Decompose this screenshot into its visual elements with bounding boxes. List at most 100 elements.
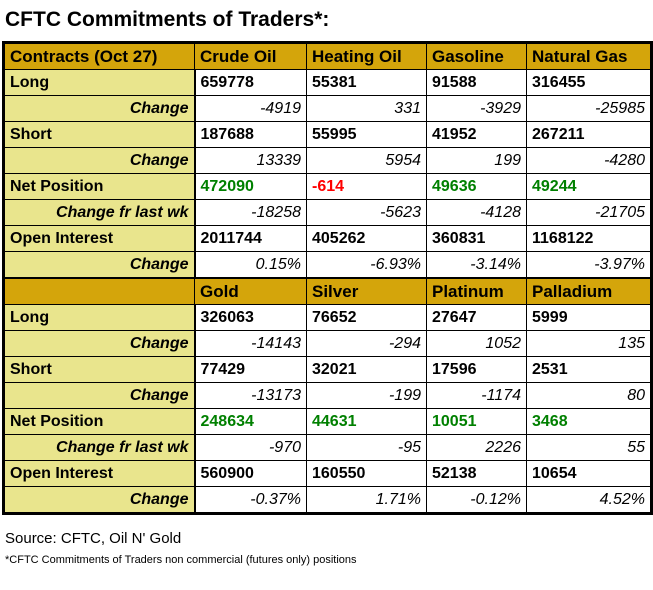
column-header-cell: Platinum	[426, 277, 527, 305]
data-cell: 5999	[526, 304, 652, 331]
row-label-cell: Change	[3, 95, 196, 122]
data-cell: -3.97%	[526, 251, 652, 279]
data-cell: -614	[306, 173, 427, 200]
data-cell: -5623	[306, 199, 427, 226]
data-cell: 405262	[306, 225, 427, 252]
table-row: Long 659778 55381 91588 316455	[3, 69, 652, 96]
data-cell: 472090	[194, 173, 307, 200]
data-cell: 49244	[526, 173, 652, 200]
data-cell: 13339	[194, 147, 307, 174]
data-cell: 76652	[306, 304, 427, 331]
table-row: Short 187688 55995 41952 267211	[3, 121, 652, 148]
data-cell: -25985	[526, 95, 652, 122]
row-label-cell: Change	[3, 147, 196, 174]
table-row: Change 0.15% -6.93% -3.14% -3.97%	[3, 251, 652, 279]
data-cell: 41952	[426, 121, 527, 148]
data-cell: -970	[194, 434, 307, 461]
column-header-cell: Crude Oil	[194, 42, 307, 70]
data-cell: 4.52%	[526, 486, 652, 514]
data-cell: -294	[306, 330, 427, 357]
data-cell: 32021	[306, 356, 427, 383]
column-header-cell: Silver	[306, 277, 427, 305]
row-label-cell: Change	[3, 382, 196, 409]
data-cell: 2531	[526, 356, 652, 383]
row-label-cell: Long	[3, 304, 196, 331]
data-cell: 316455	[526, 69, 652, 96]
column-header-cell: Contracts (Oct 27)	[3, 42, 195, 70]
data-cell: -0.12%	[426, 486, 527, 514]
data-cell: 267211	[526, 121, 652, 148]
data-cell: -4280	[526, 147, 652, 174]
data-cell: 1168122	[526, 225, 652, 252]
table-row: Change -4919 331 -3929 -25985	[3, 95, 652, 122]
data-cell: 248634	[194, 408, 307, 435]
data-cell: 27647	[426, 304, 527, 331]
section-header-row: Contracts (Oct 27) Crude Oil Heating Oil Ga…	[3, 42, 652, 70]
column-header-cell: Palladium	[526, 277, 652, 305]
data-cell: -0.37%	[194, 486, 307, 514]
data-cell: 1.71%	[306, 486, 427, 514]
table-row: Open Interest 560900 160550 52138 10654	[3, 460, 652, 487]
data-cell: 80	[526, 382, 652, 409]
data-cell: 199	[426, 147, 527, 174]
table-row: Change -0.37% 1.71% -0.12% 4.52%	[3, 486, 652, 514]
data-cell: 560900	[194, 460, 307, 487]
data-cell: -13173	[194, 382, 307, 409]
row-label-cell: Net Position	[3, 408, 196, 435]
column-header-cell: Gold	[194, 277, 307, 305]
column-header-cell	[3, 277, 195, 305]
data-cell: 55995	[306, 121, 427, 148]
table-row: Change fr last wk -970 -95 2226 55	[3, 434, 652, 461]
data-cell: 2226	[426, 434, 527, 461]
data-cell: -95	[306, 434, 427, 461]
row-label-cell: Open Interest	[3, 460, 196, 487]
cot-table-body: Contracts (Oct 27) Crude Oil Heating Oil Ga…	[3, 42, 652, 514]
row-label-cell: Long	[3, 69, 196, 96]
footnote: *CFTC Commitments of Traders non commerc…	[5, 554, 357, 566]
row-label-cell: Change	[3, 251, 196, 279]
data-cell: -199	[306, 382, 427, 409]
table-row: Open Interest 2011744 405262 360831 1168122	[3, 225, 652, 252]
row-label-cell: Net Position	[3, 173, 196, 200]
data-cell: 659778	[194, 69, 307, 96]
data-cell: 10654	[526, 460, 652, 487]
data-cell: 5954	[306, 147, 427, 174]
row-label-cell: Change fr last wk	[3, 434, 196, 461]
table-row: Long 326063 76652 27647 5999	[3, 304, 652, 331]
data-cell: -3.14%	[426, 251, 527, 279]
data-cell: 160550	[306, 460, 427, 487]
data-cell: 3468	[526, 408, 652, 435]
data-cell: -4128	[426, 199, 527, 226]
data-cell: 44631	[306, 408, 427, 435]
data-cell: 135	[526, 330, 652, 357]
data-cell: 17596	[426, 356, 527, 383]
data-cell: 77429	[194, 356, 307, 383]
data-cell: 52138	[426, 460, 527, 487]
data-cell: -6.93%	[306, 251, 427, 279]
source-line: Source: CFTC, Oil N' Gold	[5, 530, 182, 547]
data-cell: 331	[306, 95, 427, 122]
row-label-cell: Short	[3, 356, 196, 383]
cot-table: Contracts (Oct 27) Crude Oil Heating Oil Ga…	[2, 41, 653, 515]
row-label-cell: Change	[3, 486, 196, 514]
data-cell: -4919	[194, 95, 307, 122]
data-cell: 55	[526, 434, 652, 461]
data-cell: 187688	[194, 121, 307, 148]
column-header-cell: Gasoline	[426, 42, 527, 70]
data-cell: 2011744	[194, 225, 307, 252]
table-row: Change -14143 -294 1052 135	[3, 330, 652, 357]
data-cell: 10051	[426, 408, 527, 435]
page-title: CFTC Commitments of Traders*:	[5, 8, 330, 31]
table-row: Net Position 472090 -614 49636 49244	[3, 173, 652, 200]
data-cell: 0.15%	[194, 251, 307, 279]
row-label-cell: Open Interest	[3, 225, 196, 252]
data-cell: -3929	[426, 95, 527, 122]
data-cell: -1174	[426, 382, 527, 409]
table-row: Change 13339 5954 199 -4280	[3, 147, 652, 174]
data-cell: 55381	[306, 69, 427, 96]
data-cell: -18258	[194, 199, 307, 226]
data-cell: 49636	[426, 173, 527, 200]
row-label-cell: Change	[3, 330, 196, 357]
table-row: Short 77429 32021 17596 2531	[3, 356, 652, 383]
